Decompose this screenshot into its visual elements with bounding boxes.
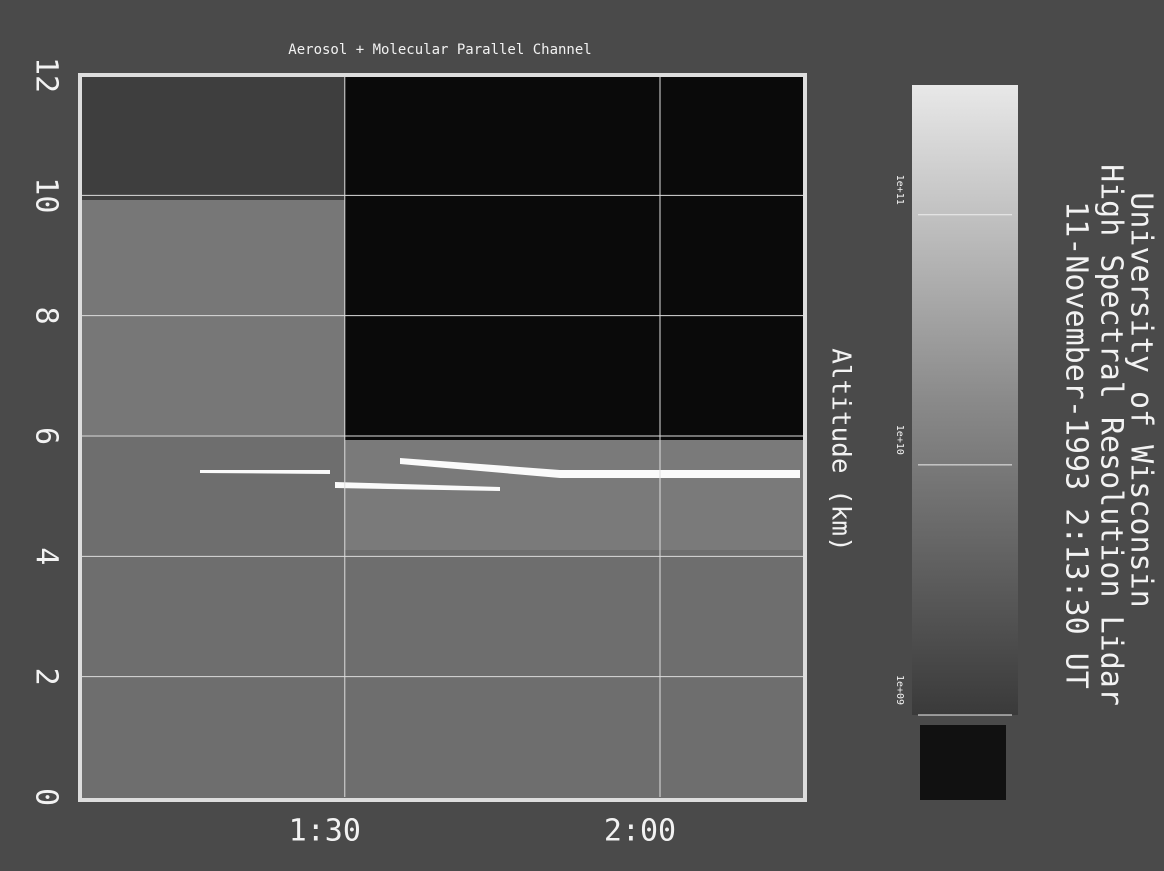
cloud-region [80, 200, 345, 435]
y-tick-label: 0 [29, 788, 64, 806]
lower-cloud-region [345, 440, 805, 550]
chart-title: Aerosol + Molecular Parallel Channel [288, 42, 591, 58]
header-line: 11-November-1993 2:13:30 UT [1059, 201, 1094, 689]
cloud-streak [200, 458, 800, 491]
header-line: High Spectral Resolution Lidar [1094, 164, 1129, 706]
y-axis-label: Altitude (km) [826, 348, 856, 552]
colorbar-tick-label: 1e+10 [894, 425, 905, 455]
x-tick-label: 2:00 [604, 814, 676, 849]
upper-left-region [80, 75, 345, 200]
colorbar-tick-label: 1e+11 [894, 175, 905, 205]
y-tick-label: 4 [29, 547, 64, 565]
plot-frame [78, 73, 807, 802]
header-line: University of Wisconsin [1124, 192, 1159, 607]
y-tick-label: 2 [29, 668, 64, 686]
y-tick-label: 8 [29, 307, 64, 325]
colorbar-tick-label: 1e+09 [894, 675, 905, 705]
colorbar [912, 85, 1018, 715]
x-tick-label: 1:30 [289, 814, 361, 849]
colorbar-under [920, 725, 1006, 800]
lidar-image [80, 75, 805, 800]
dark-region [345, 75, 805, 440]
y-tick-label: 6 [29, 427, 64, 445]
y-tick-label: 10 [29, 177, 64, 213]
y-tick-label: 12 [29, 57, 64, 93]
